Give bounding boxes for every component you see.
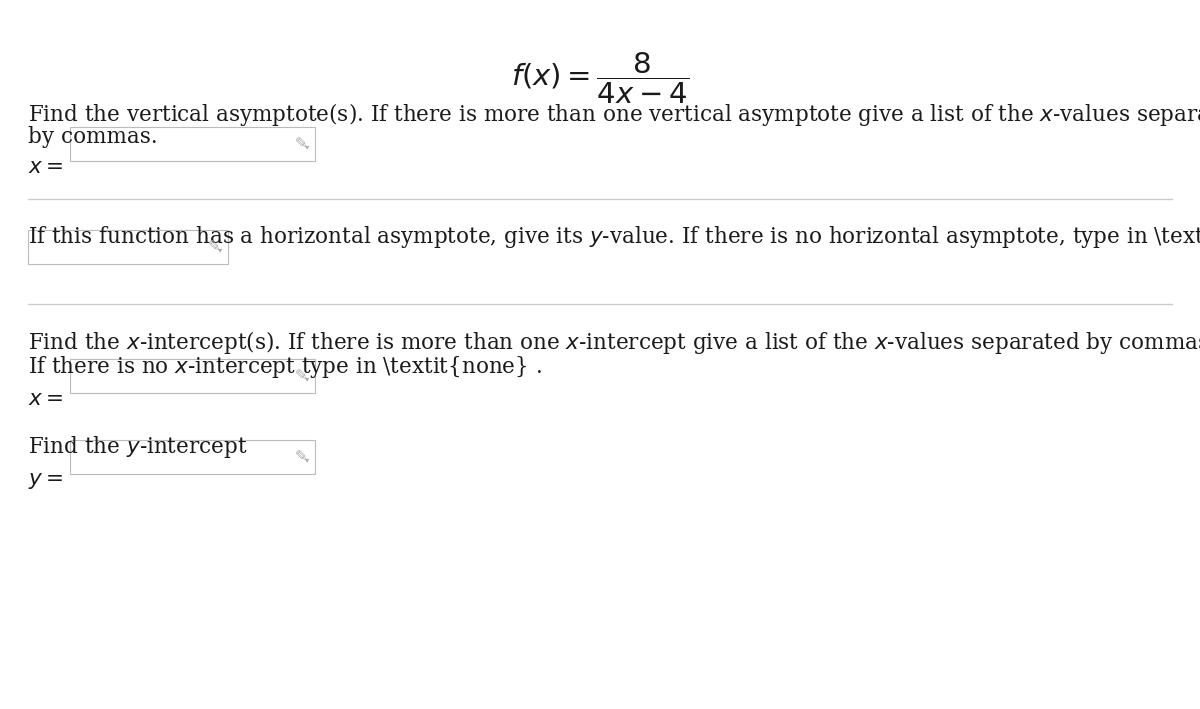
Text: Find the vertical asymptote(s). If there is more than one vertical asymptote giv: Find the vertical asymptote(s). If there… — [28, 101, 1200, 128]
Text: Find the $y$-intercept: Find the $y$-intercept — [28, 434, 247, 460]
Text: Find the $x$-intercept(s). If there is more than one $x$-intercept give a list o: Find the $x$-intercept(s). If there is m… — [28, 329, 1200, 356]
Text: If there is no $x$-intercept type in \textit{none} .: If there is no $x$-intercept type in \te… — [28, 354, 542, 380]
FancyBboxPatch shape — [70, 440, 314, 474]
FancyBboxPatch shape — [70, 359, 314, 393]
Text: by commas.: by commas. — [28, 126, 157, 148]
Text: If this function has a horizontal asymptote, give its $y$-value. If there is no : If this function has a horizontal asympt… — [28, 224, 1200, 250]
Text: $f(x) = \dfrac{8}{4x - 4}$: $f(x) = \dfrac{8}{4x - 4}$ — [511, 51, 689, 106]
Text: ✎: ✎ — [295, 369, 307, 384]
Text: $x =$: $x =$ — [28, 156, 64, 178]
Text: ✎: ✎ — [208, 240, 221, 255]
Text: ▾: ▾ — [305, 143, 310, 152]
Text: $y =$: $y =$ — [28, 469, 64, 491]
Text: ▾: ▾ — [218, 245, 222, 255]
Text: ✎: ✎ — [295, 450, 307, 464]
Text: ✎: ✎ — [295, 137, 307, 152]
Text: ▾: ▾ — [305, 374, 310, 384]
FancyBboxPatch shape — [28, 230, 228, 264]
FancyBboxPatch shape — [70, 127, 314, 161]
Text: $x =$: $x =$ — [28, 388, 64, 410]
Text: ▾: ▾ — [305, 455, 310, 464]
